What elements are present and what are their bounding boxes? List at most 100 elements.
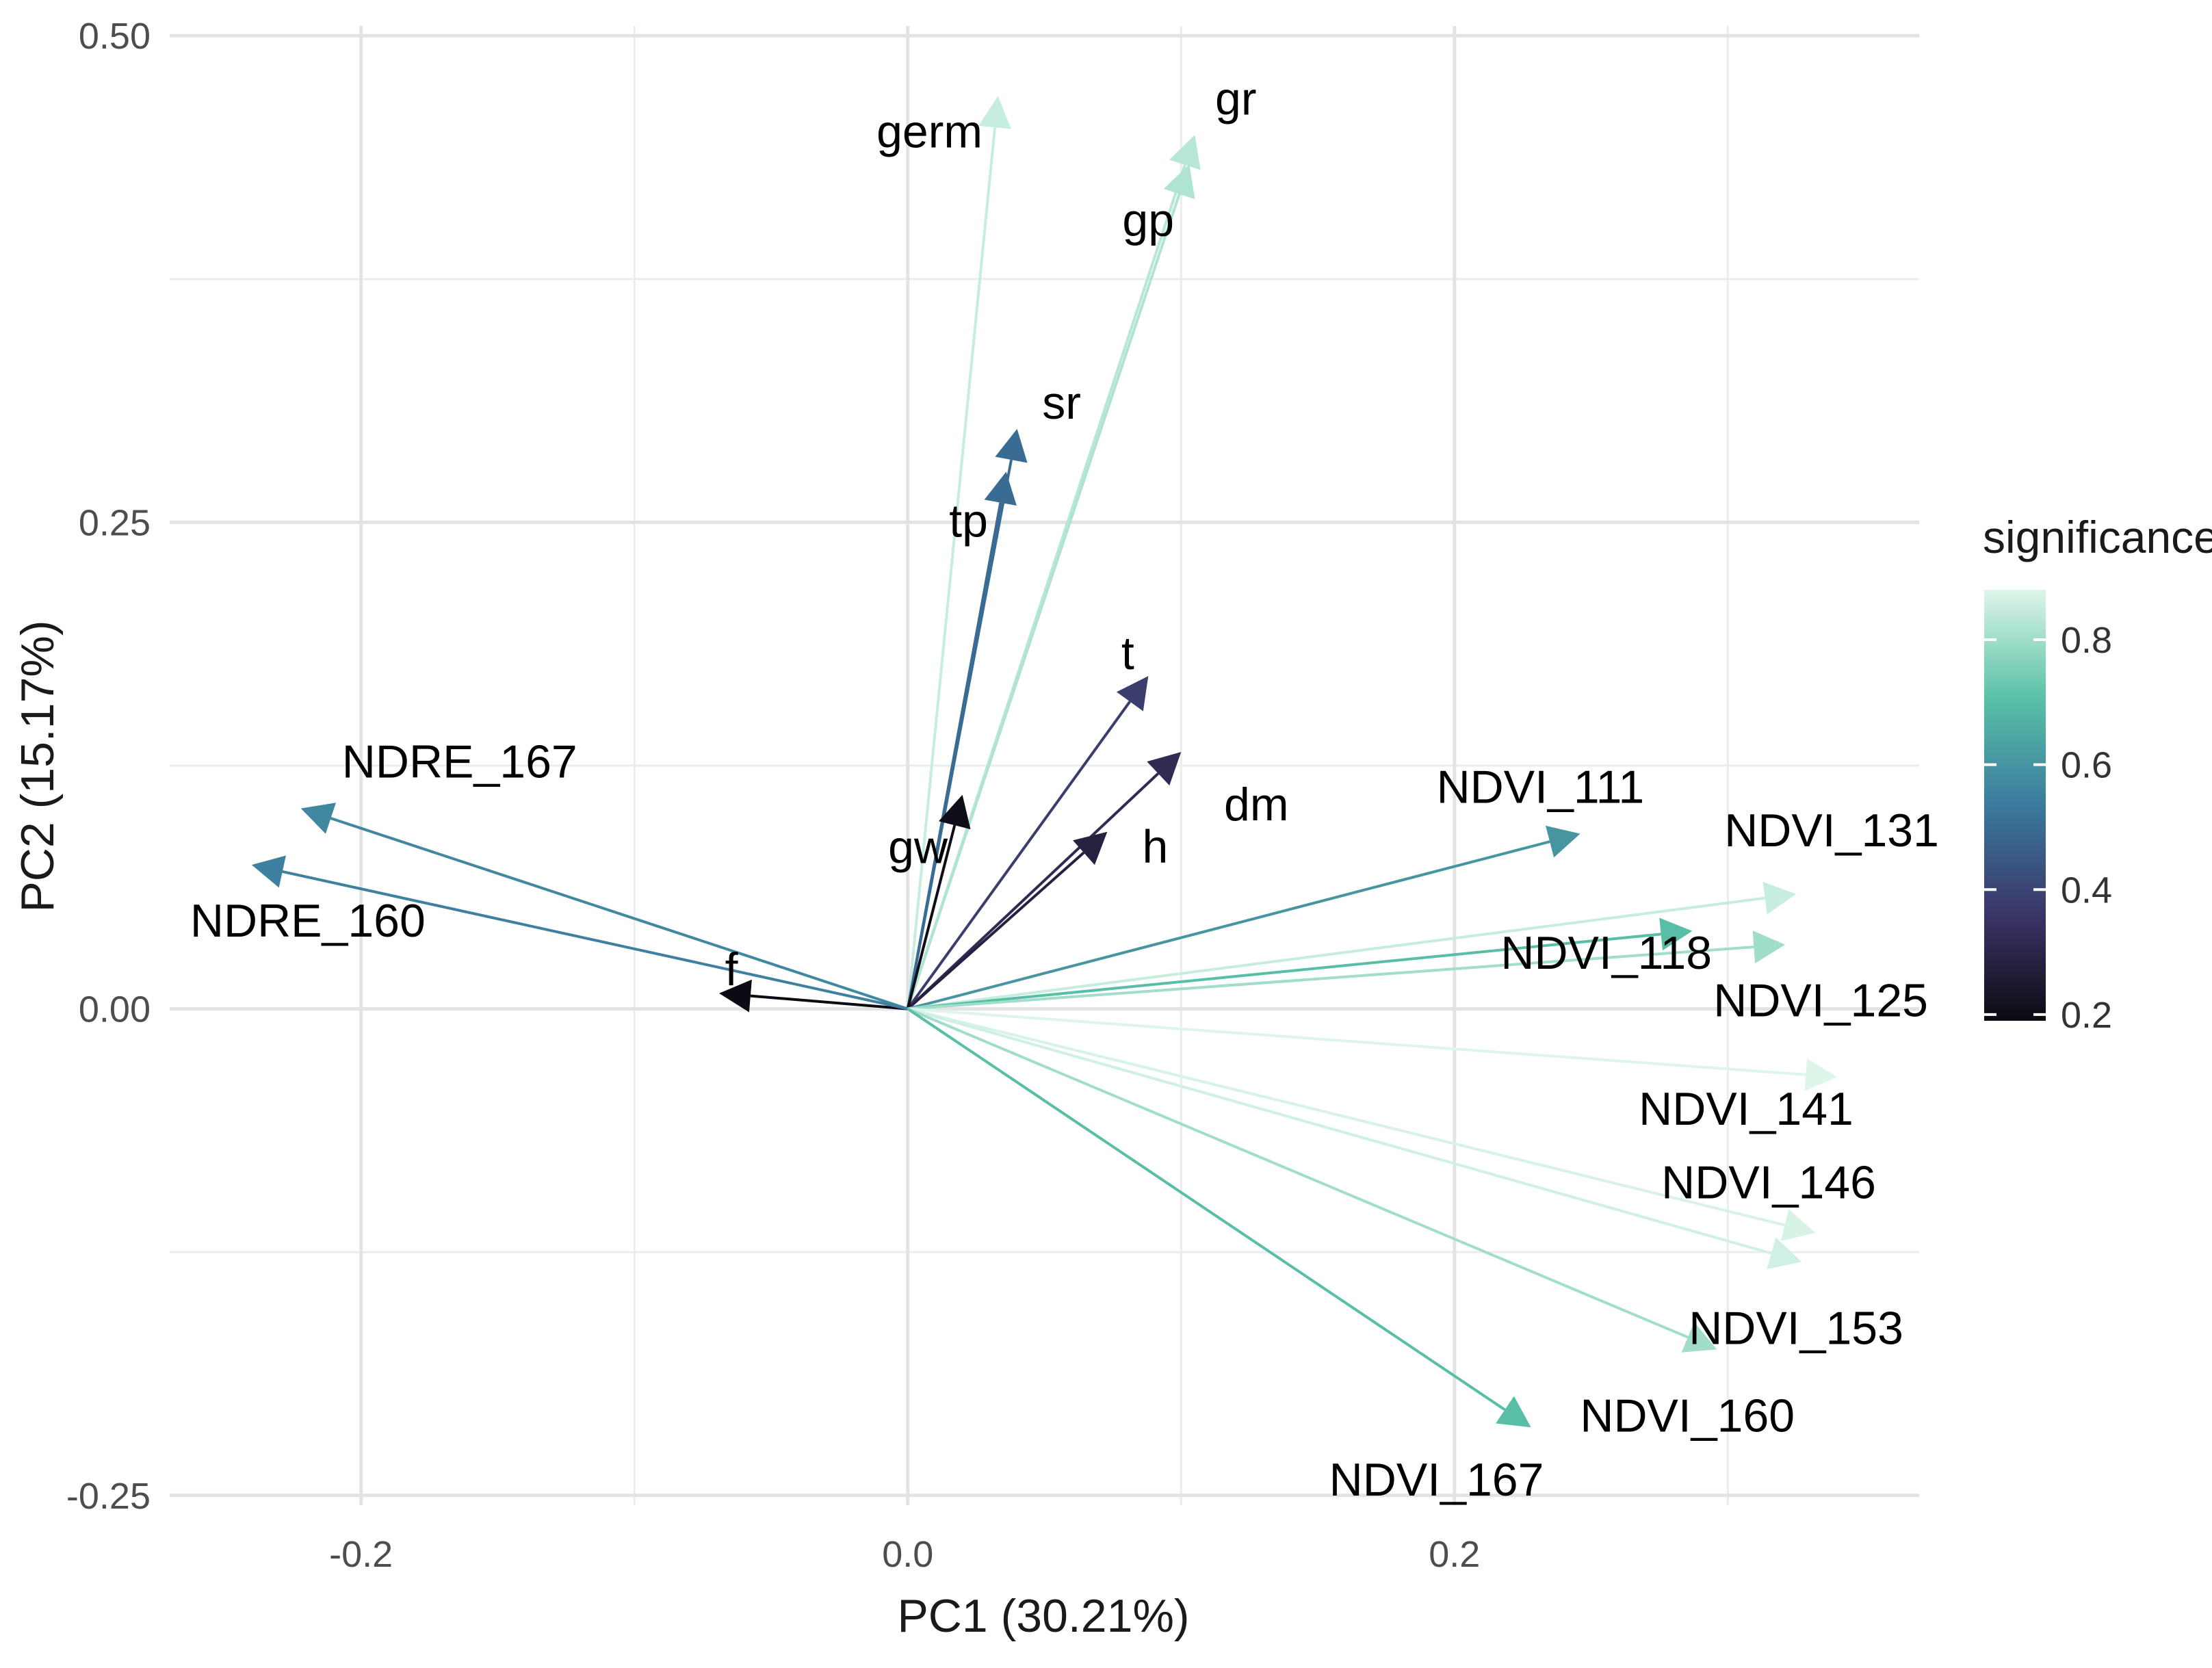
vector-arrowhead-NDRE_160 [251, 855, 286, 888]
vector-arrowhead-germ [978, 96, 1011, 129]
y-tick-label: -0.25 [66, 1476, 151, 1517]
vector-arrowhead-NDVI_118 [1659, 917, 1693, 951]
vector-label-dm: dm [1224, 779, 1288, 831]
x-tick-label: -0.2 [329, 1534, 393, 1575]
vector-shaft-gp [906, 193, 1181, 1010]
vector-label-gr: gr [1215, 73, 1256, 125]
vector-NDVI_125 [907, 930, 1786, 1011]
vector-label-sr: sr [1042, 377, 1081, 429]
vector-NDVI_167 [907, 1007, 1531, 1428]
vector-label-NDRE_167: NDRE_167 [342, 736, 577, 788]
vector-label-NDVI_118: NDVI_118 [1500, 927, 1712, 979]
vector-shaft-NDVI_111 [907, 840, 1550, 1011]
vector-label-NDVI_167: NDVI_167 [1329, 1454, 1544, 1506]
vector-arrowhead-NDVI_167 [1496, 1396, 1531, 1428]
vector-label-NDVI_153: NDVI_153 [1689, 1302, 1903, 1354]
loading-vectors [251, 96, 1838, 1428]
vector-label-NDVI_125: NDVI_125 [1713, 975, 1928, 1027]
y-tick-label: 0.25 [79, 502, 151, 543]
legend-colorbar [1984, 590, 2046, 1021]
grid-lines [170, 26, 1919, 1505]
y-axis-title: PC2 (15.17%) [12, 620, 64, 912]
vector-arrowhead-tp [984, 471, 1017, 506]
vector-arrowhead-f [719, 979, 752, 1013]
vector-f [719, 979, 908, 1013]
vector-label-NDVI_131: NDVI_131 [1724, 805, 1939, 857]
vector-shaft-NDVI_118 [907, 933, 1661, 1011]
vector-NDRE_160 [251, 855, 909, 1011]
y-axis-ticks: -0.25 0.00 0.25 0.50 [66, 16, 151, 1517]
vector-arrowhead-NDRE_167 [300, 803, 336, 834]
legend-title: significance [1983, 512, 2212, 562]
vector-arrowhead-gr [1169, 135, 1201, 170]
vector-NDVI_146 [907, 1007, 1816, 1242]
vector-shaft-t [907, 701, 1131, 1010]
vector-label-gp: gp [1122, 194, 1174, 246]
vector-NDVI_118 [907, 917, 1693, 1011]
x-axis-title: PC1 (30.21%) [897, 1590, 1189, 1642]
vector-arrowhead-gw [939, 794, 971, 830]
vector-NDVI_153 [907, 1007, 1802, 1269]
legend-tick-label: 0.2 [2061, 995, 2112, 1036]
vector-shaft-NDVI_153 [907, 1007, 1772, 1255]
vector-germ [906, 96, 1011, 1009]
vector-label-h: h [1142, 821, 1168, 873]
vector-dm [907, 752, 1182, 1011]
legend-tick-label: 0.6 [2061, 745, 2112, 786]
x-axis-ticks: -0.2 0.0 0.2 [329, 1534, 1480, 1575]
vector-label-NDVI_160: NDVI_160 [1580, 1390, 1795, 1442]
vector-arrowhead-gp [1163, 164, 1195, 200]
vector-shaft-NDRE_160 [282, 870, 909, 1011]
y-tick-label: 0.50 [79, 16, 151, 57]
vector-arrowhead-NDVI_111 [1546, 825, 1580, 858]
vector-label-gw: gw [888, 822, 948, 874]
vector-arrowhead-NDVI_146 [1780, 1209, 1816, 1242]
vector-arrowhead-NDVI_141 [1804, 1058, 1838, 1091]
vector-arrowhead-dm [1147, 752, 1182, 786]
vector-shaft-NDVI_141 [907, 1007, 1806, 1076]
vector-label-NDVI_141: NDVI_141 [1639, 1083, 1853, 1135]
vector-shaft-NDRE_167 [330, 817, 909, 1011]
vector-shaft-NDVI_146 [907, 1007, 1785, 1227]
vector-shaft-NDVI_125 [907, 946, 1754, 1011]
vector-shaft-NDVI_131 [907, 896, 1765, 1011]
vector-shaft-dm [907, 772, 1160, 1011]
vector-shaft-gw [906, 824, 957, 1010]
vector-label-NDRE_160: NDRE_160 [190, 895, 426, 947]
vector-label-germ: germ [876, 105, 983, 157]
vector-NDVI_141 [907, 1007, 1838, 1091]
vector-h [907, 831, 1108, 1011]
vector-arrowhead-sr [995, 428, 1028, 463]
vector-arrowhead-NDVI_131 [1762, 881, 1797, 915]
vector-arrowhead-NDVI_125 [1752, 930, 1786, 964]
vector-tp [906, 471, 1017, 1009]
vector-arrowhead-NDVI_153 [1767, 1237, 1802, 1269]
vector-shaft-NDVI_160 [907, 1007, 1689, 1339]
vector-gw [906, 794, 971, 1010]
vector-shaft-f [750, 994, 908, 1011]
vector-NDVI_160 [907, 1007, 1717, 1353]
vector-label-tp: tp [949, 495, 988, 547]
vector-arrowhead-NDVI_160 [1681, 1322, 1717, 1353]
legend-tick-label: 0.4 [2061, 870, 2112, 911]
vector-label-t: t [1121, 627, 1134, 679]
vector-label-f: f [725, 943, 738, 995]
vector-arrowhead-t [1116, 676, 1149, 712]
significance-legend: significance 0.2 0.4 0.6 0.8 [1983, 512, 2212, 1036]
vector-label-NDVI_111: NDVI_111 [1437, 761, 1645, 813]
vector-arrowhead-h [1073, 831, 1108, 865]
x-tick-label: 0.0 [882, 1534, 933, 1575]
x-tick-label: 0.2 [1429, 1534, 1480, 1575]
vector-gp [906, 164, 1195, 1010]
vector-shaft-NDVI_167 [907, 1007, 1506, 1411]
vector-NDVI_131 [907, 881, 1797, 1011]
vector-t [907, 676, 1149, 1010]
vector-NDRE_167 [300, 803, 909, 1011]
vector-shaft-tp [906, 502, 1002, 1009]
vector-shaft-germ [906, 127, 997, 1009]
y-tick-label: 0.00 [79, 989, 151, 1030]
vector-shaft-h [907, 851, 1085, 1011]
legend-ticks: 0.2 0.4 0.6 0.8 [1984, 620, 2112, 1036]
vector-NDVI_111 [907, 825, 1580, 1011]
